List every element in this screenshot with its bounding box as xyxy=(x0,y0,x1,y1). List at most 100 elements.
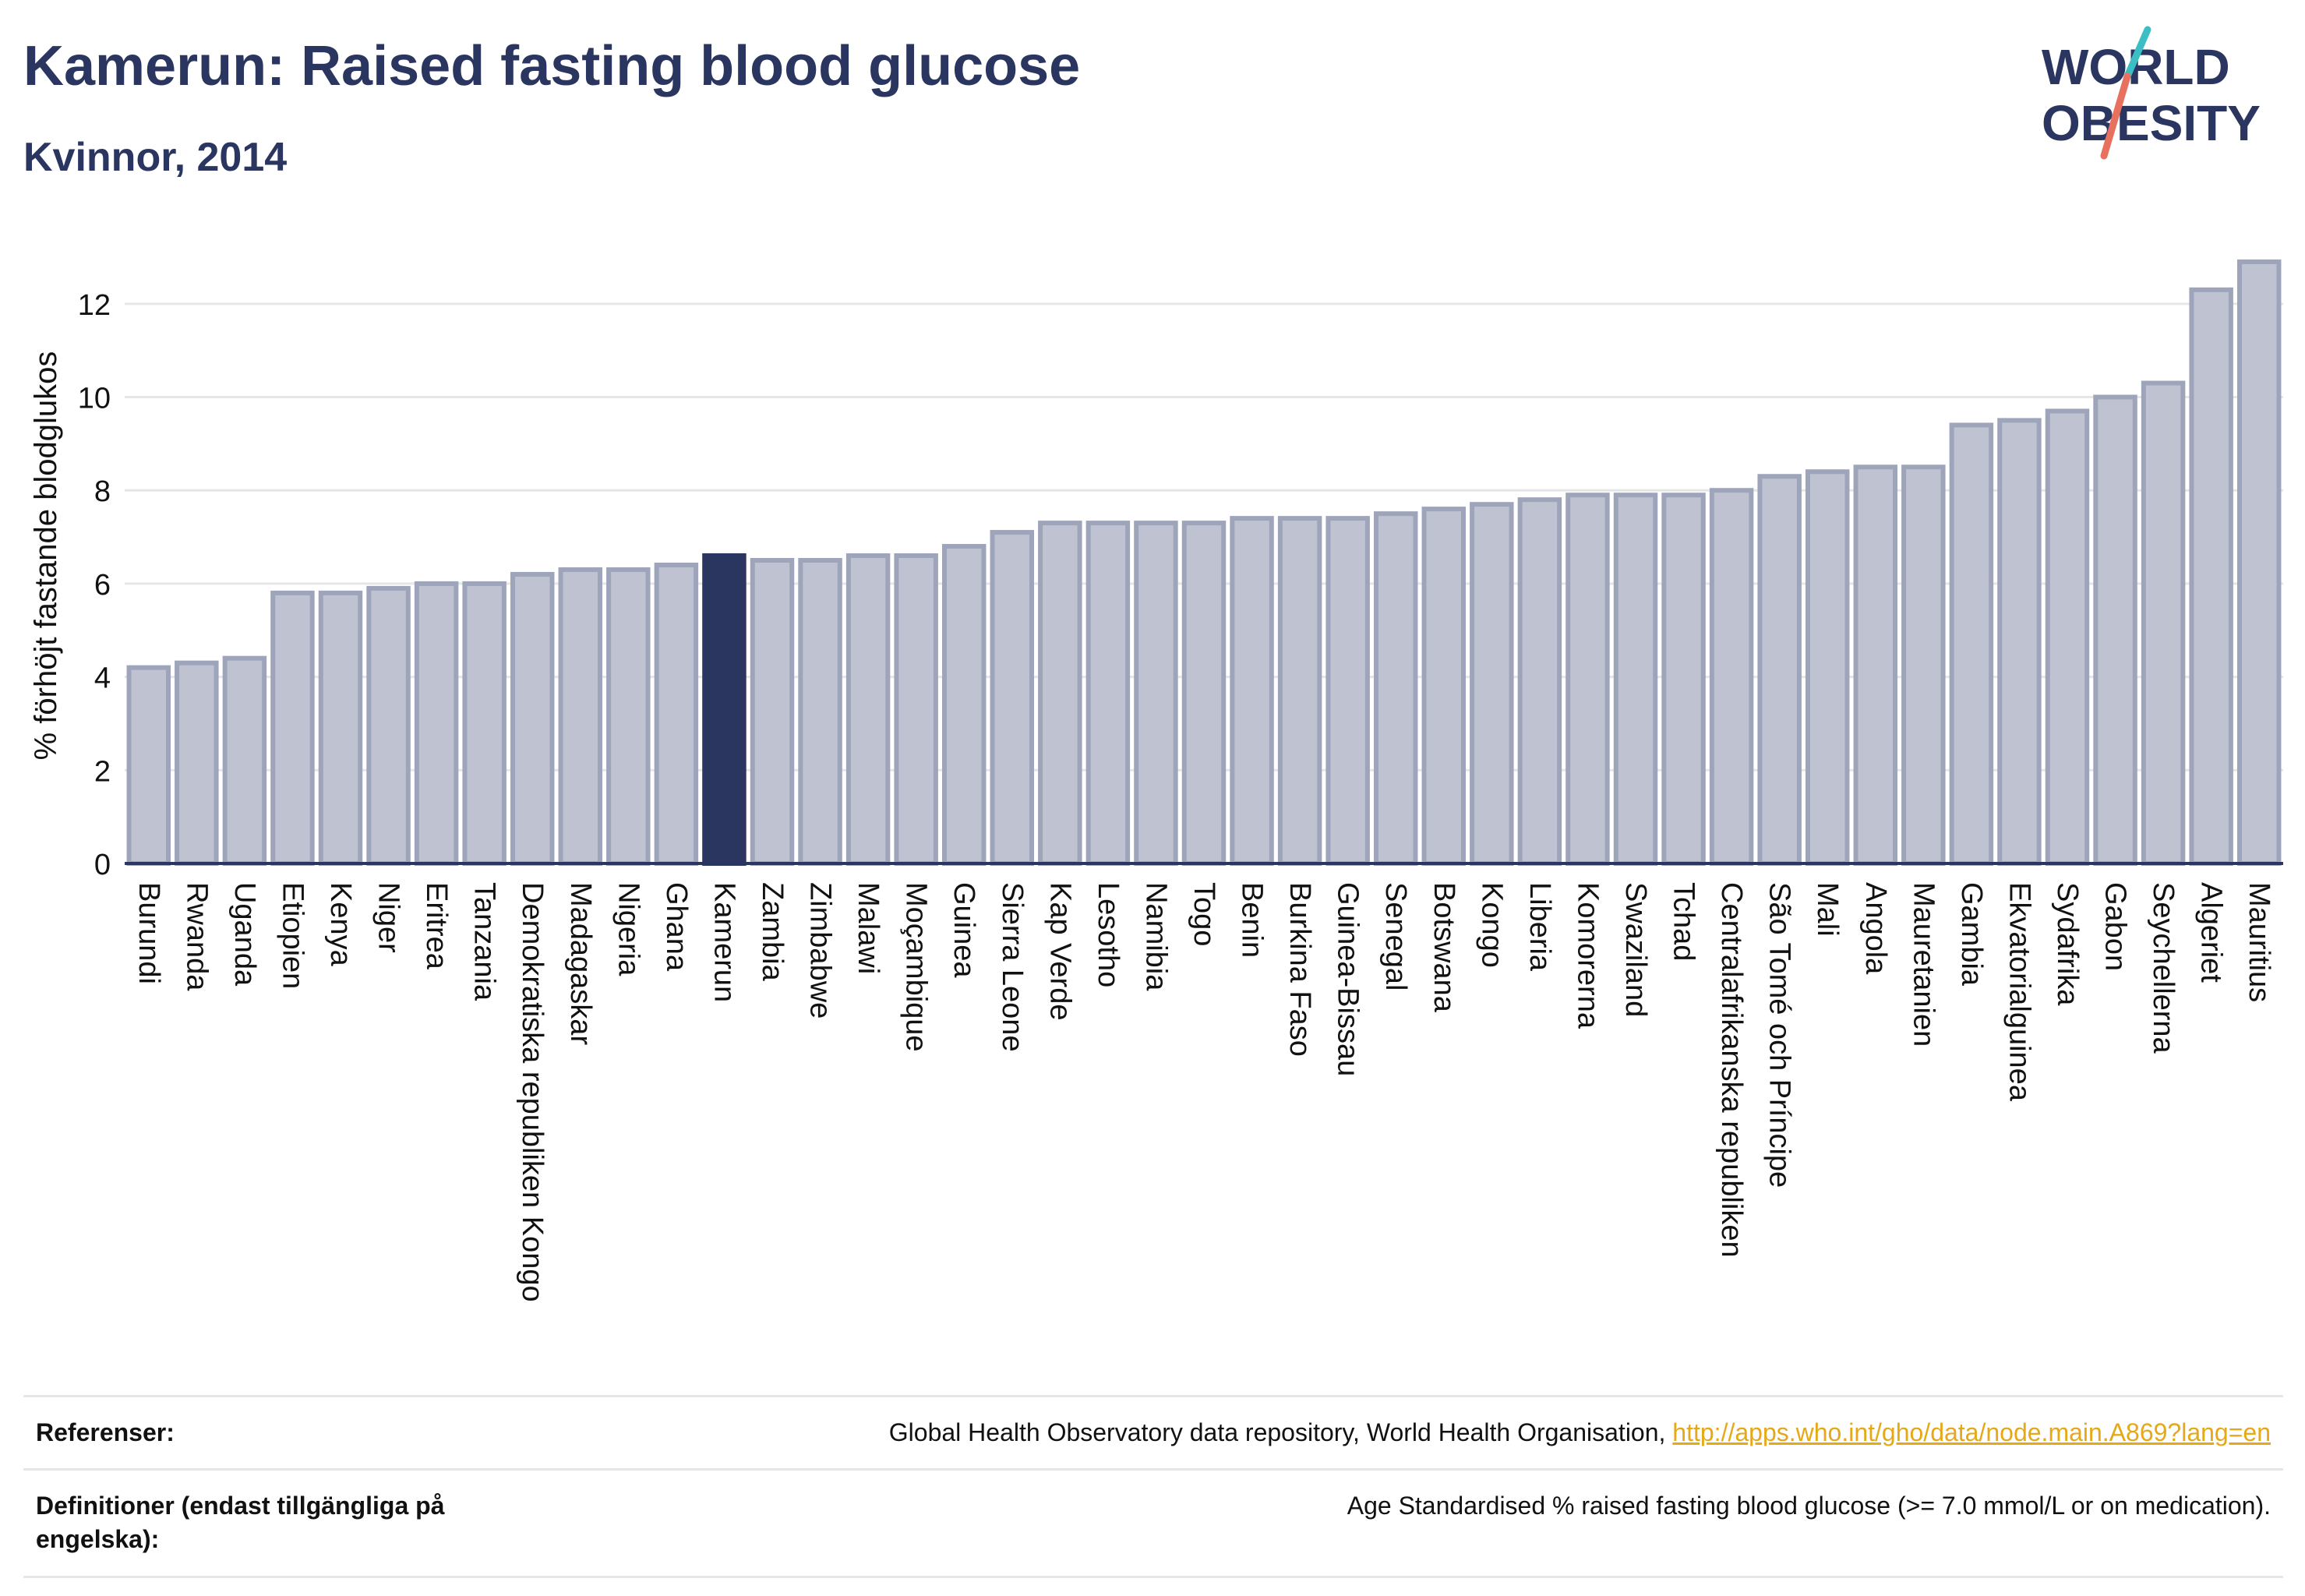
bar xyxy=(1997,418,2042,866)
bar xyxy=(2093,394,2137,866)
bar xyxy=(2141,380,2186,866)
x-tick-label: Liberia xyxy=(1523,882,1556,972)
x-tick-label: Kamerun xyxy=(708,882,740,1002)
bar xyxy=(606,567,651,866)
bar xyxy=(1613,493,1658,866)
x-tick-label: Benin xyxy=(1236,882,1269,958)
x-tick-label: Zambia xyxy=(756,882,789,982)
x-tick-label: Burkina Faso xyxy=(1283,882,1316,1057)
bar xyxy=(1949,422,1994,866)
x-tick-label: Nigeria xyxy=(612,882,644,976)
x-tick-label: Zimbabwe xyxy=(804,882,837,1019)
y-tick-label: 8 xyxy=(94,475,111,508)
x-tick-label: Komorerna xyxy=(1571,882,1604,1029)
definitions-value: Age Standardised % raised fasting blood … xyxy=(1347,1492,2271,1520)
logo-slash-bottom xyxy=(2100,72,2131,160)
logo-slash-top xyxy=(2123,26,2151,80)
x-tick-label: Eritrea xyxy=(420,882,453,970)
bar xyxy=(1901,464,1946,867)
bar xyxy=(2189,287,2233,866)
bar xyxy=(1038,521,1082,867)
bar xyxy=(1230,516,1274,866)
x-tick-label: Moçambique xyxy=(900,882,933,1052)
x-tick-label: Togo xyxy=(1188,882,1220,946)
bar xyxy=(750,557,795,866)
x-tick-label: Mali xyxy=(1811,882,1844,937)
page-title: Kamerun: Raised fasting blood glucose xyxy=(23,35,1081,97)
bar xyxy=(1373,511,1418,866)
y-tick-label: 2 xyxy=(94,755,111,788)
y-tick-label: 10 xyxy=(78,383,111,415)
bar xyxy=(1134,521,1178,867)
y-tick-label: 0 xyxy=(94,849,111,881)
bar xyxy=(1470,502,1514,867)
x-tick-label: Tchad xyxy=(1668,882,1700,961)
bar xyxy=(318,590,363,866)
x-tick-label: Algeriet xyxy=(2195,882,2228,983)
bar xyxy=(2236,259,2282,867)
references-label: Referenser: xyxy=(36,1418,175,1446)
x-tick-label: Mauritius xyxy=(2243,882,2275,1002)
bar xyxy=(1661,493,1706,866)
bar xyxy=(366,585,411,866)
bar xyxy=(1853,464,1898,867)
y-tick-label: 4 xyxy=(94,662,111,695)
y-tick-label: 12 xyxy=(78,289,111,322)
x-tick-label: Kenya xyxy=(324,882,357,967)
x-tick-label: Kongo xyxy=(1475,882,1508,968)
x-tick-label: Uganda xyxy=(228,882,261,987)
chart-bars xyxy=(126,259,2282,867)
x-tick-label: Swaziland xyxy=(1619,882,1652,1017)
x-tick-label: Guinea xyxy=(948,882,980,978)
x-tick-label: Lesotho xyxy=(1092,882,1124,987)
references-row: Referenser: Global Health Observatory da… xyxy=(23,1395,2283,1468)
bar xyxy=(222,655,267,867)
bar xyxy=(126,665,171,866)
bar xyxy=(1085,521,1131,867)
bar xyxy=(1517,497,1562,866)
x-tick-label: Ekvatorialguinea xyxy=(2003,882,2035,1102)
x-tick-label: Niger xyxy=(372,882,405,953)
bar xyxy=(510,571,555,866)
bar xyxy=(1181,521,1227,867)
x-tick-label: Madagaskar xyxy=(564,882,597,1045)
x-tick-labels: Burundi Rwanda Uganda Etiopien Kenya Niger Eri… xyxy=(132,882,2275,1302)
logo-line2: OBESITY xyxy=(2042,95,2261,151)
x-tick-label: Etiopien xyxy=(276,882,309,989)
bar xyxy=(558,567,603,866)
page-subtitle: Kvinnor, 2014 xyxy=(23,135,288,180)
x-tick-label: Burundi xyxy=(132,882,165,984)
bar xyxy=(414,581,459,867)
references-text: Global Health Observatory data repositor… xyxy=(888,1418,1673,1446)
x-tick-label: Seychellerna xyxy=(2147,882,2180,1054)
y-axis-label: % förhöjt fastande blodglukos xyxy=(29,351,63,761)
bar xyxy=(990,530,1035,866)
y-tick-labels: 0 2 4 6 8 10 12 xyxy=(78,289,111,881)
x-tick-label: Malawi xyxy=(852,882,884,974)
x-tick-label: Sierra Leone xyxy=(996,882,1029,1052)
x-tick-label: Namibia xyxy=(1139,882,1172,991)
bar-highlighted xyxy=(702,553,747,866)
bar xyxy=(1757,474,1802,866)
bar-chart: 0 2 4 6 8 10 12 Burundi Rwanda Uganda Etiopien Ken… xyxy=(29,259,2283,1302)
bar xyxy=(1277,516,1322,866)
y-tick-label: 6 xyxy=(94,569,111,602)
world-obesity-logo: WORLD OBESITY xyxy=(2042,26,2261,160)
bar xyxy=(175,660,219,866)
bar xyxy=(894,553,938,866)
bar xyxy=(1421,507,1467,866)
bar xyxy=(1565,493,1610,866)
x-tick-label: Demokratiska republiken Kongo xyxy=(516,882,549,1302)
bar xyxy=(654,562,699,867)
x-tick-label: Senegal xyxy=(1379,882,1412,990)
definitions-row: Definitioner (endast tillgängliga på eng… xyxy=(23,1468,2283,1578)
x-tick-label: Guinea-Bissau xyxy=(1332,882,1364,1076)
x-tick-label: Ghana xyxy=(660,882,693,972)
references-link[interactable]: http://apps.who.int/gho/data/node.main.A… xyxy=(1672,1418,2271,1446)
x-tick-label: Mauretanien xyxy=(1907,882,1940,1047)
x-tick-label: Sydafrika xyxy=(2051,882,2084,1006)
x-tick-label: Botswana xyxy=(1428,882,1460,1013)
bar xyxy=(845,553,891,866)
bar xyxy=(1325,516,1370,866)
bar xyxy=(1805,469,1850,866)
